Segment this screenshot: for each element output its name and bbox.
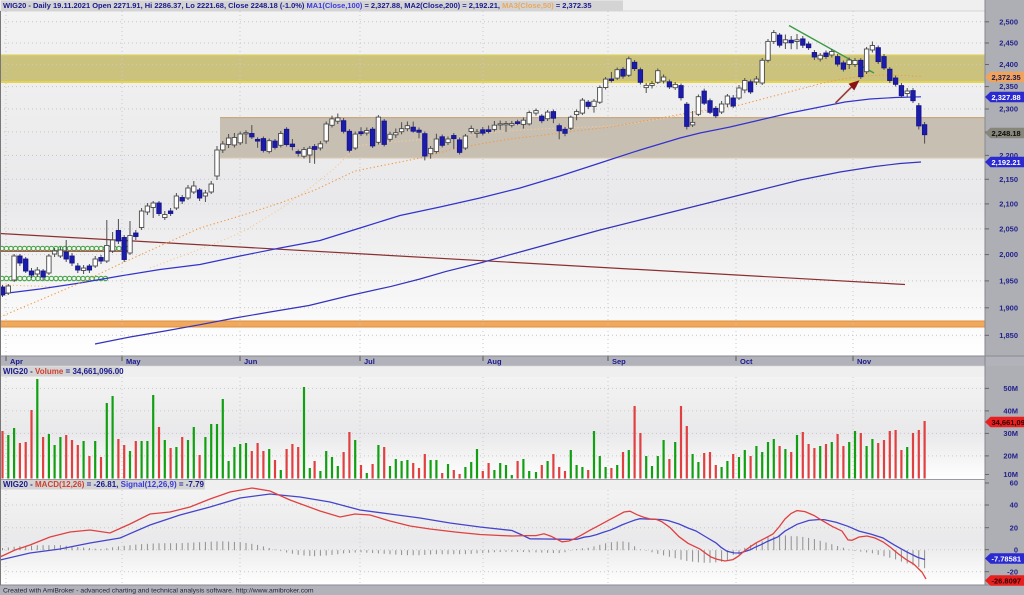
svg-text:WIG20 - MACD(12,26) = -26.81,: WIG20 - MACD(12,26) = -26.81, Signal(12,… — [3, 480, 205, 489]
svg-text:-7.78581: -7.78581 — [992, 554, 1022, 563]
svg-text:2,050: 2,050 — [999, 225, 1018, 234]
svg-text:1,850: 1,850 — [999, 331, 1018, 340]
svg-text:40M: 40M — [1003, 407, 1018, 416]
svg-text:34,661,09: 34,661,09 — [992, 418, 1024, 427]
svg-text:Oct: Oct — [740, 357, 753, 366]
svg-text:Jun: Jun — [244, 357, 258, 366]
svg-text:Aug: Aug — [487, 357, 502, 366]
svg-text:Jul: Jul — [364, 357, 375, 366]
svg-text:50M: 50M — [1003, 384, 1018, 393]
svg-text:Apr: Apr — [10, 357, 23, 366]
svg-text:2,372.35: 2,372.35 — [992, 73, 1021, 82]
svg-text:2,192.21: 2,192.21 — [992, 158, 1021, 167]
svg-text:-20: -20 — [1007, 567, 1018, 576]
svg-text:2,100: 2,100 — [999, 200, 1018, 209]
svg-text:40: 40 — [1010, 501, 1018, 510]
svg-text:20: 20 — [1010, 523, 1018, 532]
svg-text:0: 0 — [1014, 545, 1018, 554]
svg-text:1,950: 1,950 — [999, 277, 1018, 286]
svg-text:2,327.88: 2,327.88 — [992, 93, 1021, 102]
svg-text:2,200: 2,200 — [999, 151, 1018, 160]
svg-text:WIG20 - Volume = 34,661,096.00: WIG20 - Volume = 34,661,096.00 — [3, 367, 124, 376]
svg-text:WIG20 - Daily 19.11.2021 Open: WIG20 - Daily 19.11.2021 Open 2271.91, H… — [3, 1, 592, 10]
svg-text:10M: 10M — [1003, 470, 1018, 479]
svg-text:2,300: 2,300 — [999, 105, 1018, 114]
svg-text:20M: 20M — [1003, 452, 1018, 461]
svg-text:2,000: 2,000 — [999, 250, 1018, 259]
svg-text:2,500: 2,500 — [999, 17, 1018, 26]
svg-text:Created with AmiBroker - advan: Created with AmiBroker - advanced charti… — [3, 588, 314, 595]
svg-text:1,900: 1,900 — [999, 303, 1018, 312]
svg-text:2,350: 2,350 — [999, 82, 1018, 91]
svg-text:Nov: Nov — [857, 357, 872, 366]
svg-text:2,400: 2,400 — [999, 60, 1018, 69]
svg-text:-26.8097: -26.8097 — [992, 576, 1022, 585]
svg-text:2,248.18: 2,248.18 — [992, 129, 1021, 138]
svg-text:60: 60 — [1010, 479, 1018, 488]
svg-text:May: May — [126, 357, 141, 366]
svg-text:2,450: 2,450 — [999, 39, 1018, 48]
svg-text:30M: 30M — [1003, 429, 1018, 438]
svg-text:Sep: Sep — [612, 357, 626, 366]
svg-text:2,150: 2,150 — [999, 175, 1018, 184]
